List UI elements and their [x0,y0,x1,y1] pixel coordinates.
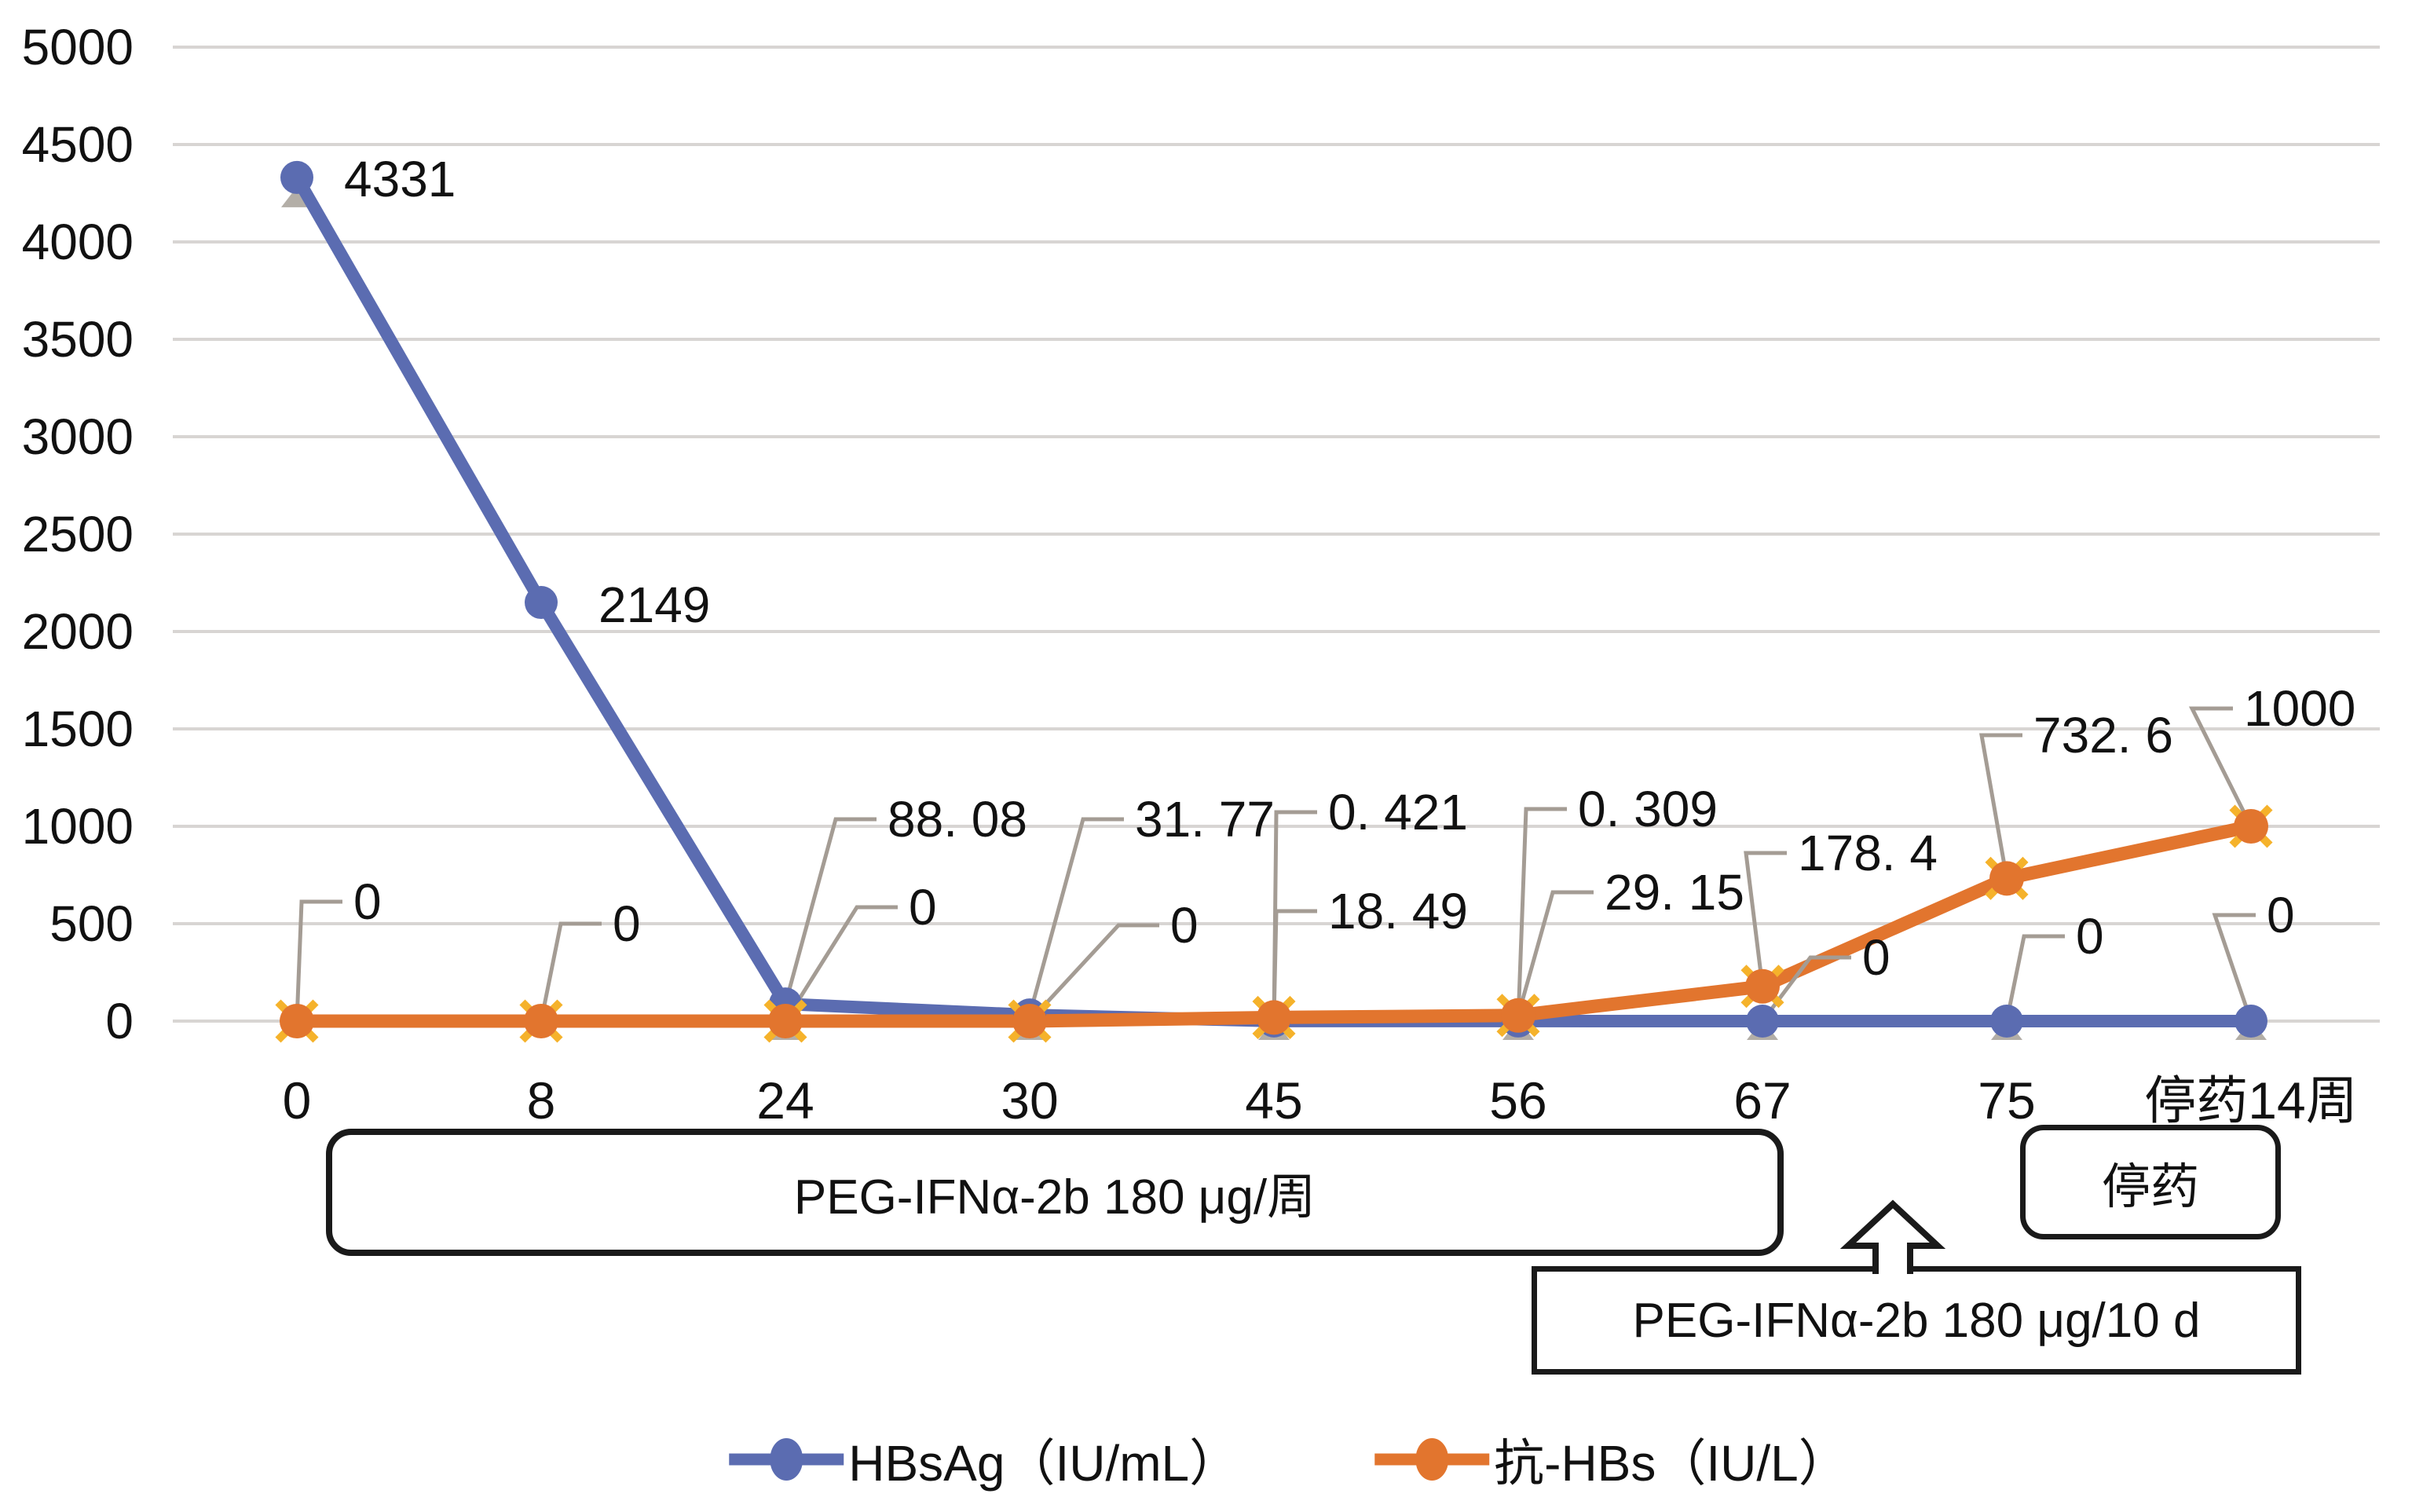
anti-hbs-point-marker [1745,968,1780,1004]
chart-legend: HBsAg（IU/mL） 抗-HBs（IU/L） [727,1423,1849,1496]
hbsag-point-marker [2234,1005,2267,1038]
legend-item-anti-hbs: 抗-HBs（IU/L） [1373,1423,1849,1496]
label-leader-line [1979,733,2022,879]
y-tick-label: 1000 [22,798,134,855]
anti-hbs-point-marker [1501,998,1535,1033]
label-leader-line [2004,934,2065,1022]
x-tick-label: 停药14周 [2144,1071,2357,1129]
data-label: 0 [1170,897,1199,954]
y-tick-label: 3000 [22,408,134,465]
y-tick-label: 2500 [22,506,134,562]
label-leader-line [2212,913,2256,1022]
legend-label: 抗-HBs（IU/L） [1494,1435,1849,1492]
treatment-period-1-label: PEG-IFNα-2b 180 μg/周 [793,1170,1316,1225]
hbsag-point-marker [1990,1005,2023,1038]
anti-hbs-point-marker [1989,861,2024,896]
withdrawal-box: 停药 [2020,1125,2281,1239]
data-label: 31. 77 [1135,791,1275,848]
anti-hbs-point-marker [524,1004,558,1038]
x-tick-label: 45 [1245,1071,1302,1129]
data-label: 2149 [598,577,710,633]
label-leader-line [1516,807,1567,1022]
legend-label: HBsAg（IU/mL） [848,1435,1240,1492]
withdrawal-label: 停药 [2101,1160,2199,1214]
x-tick-label: 0 [283,1071,312,1129]
data-label: 178. 4 [1798,825,1938,881]
hbsag-point-marker [280,160,313,194]
x-tick-label: 67 [1733,1071,1791,1129]
label-leader-line [1027,817,1124,1016]
y-tick-label: 5000 [22,19,134,75]
anti-hbs-point-marker [768,1004,803,1038]
data-label: 0 [2267,887,2295,943]
y-tick-label: 3500 [22,311,134,368]
y-tick-label: 500 [49,895,134,952]
anti-hbs-point-marker [1257,1000,1291,1035]
data-label: 732. 6 [2033,707,2173,763]
data-label: 0 [613,895,641,952]
label-leader-line [1272,909,1317,1018]
data-label: 4331 [344,151,456,207]
treatment-period-1-box: PEG-IFNα-2b 180 μg/周 [326,1129,1784,1256]
treatment-period-2-box: PEG-IFNα-2b 180 μg/10 d [1532,1266,2301,1375]
data-label: 0 [1862,929,1890,986]
label-leader-line [2188,706,2253,828]
treatment-period-2-label: PEG-IFNα-2b 180 μg/10 d [1632,1293,2201,1348]
y-tick-label: 0 [105,993,134,1049]
data-label: 0. 421 [1328,784,1468,840]
label-leader-line [783,905,898,1023]
data-label: 0. 309 [1578,781,1718,837]
data-label: 88. 08 [888,791,1027,848]
x-tick-label: 56 [1489,1071,1546,1129]
legend-item-hbsag: HBsAg（IU/mL） [727,1423,1239,1496]
data-label: 0 [353,873,382,930]
data-label: 29. 15 [1605,864,1744,921]
x-tick-label: 30 [1001,1071,1058,1129]
y-tick-label: 4500 [22,116,134,173]
hbsag-point-marker [1746,1005,1779,1038]
y-tick-label: 1500 [22,701,134,757]
label-leader-line [1028,923,1159,1023]
data-label: 1000 [2244,680,2355,737]
label-leader-line [783,817,877,1005]
label-leader-line [539,921,602,1022]
y-tick-label: 4000 [22,214,134,270]
y-tick-label: 2000 [22,603,134,660]
x-tick-label: 8 [527,1071,556,1129]
legend-swatch-icon [1374,1438,1490,1481]
hbsag-point-marker [525,586,558,620]
label-leader-line [295,899,342,1022]
data-label: 0 [2076,908,2104,965]
x-tick-label: 24 [756,1071,814,1129]
label-leader-line [1272,810,1317,1021]
data-label: 18. 49 [1328,883,1468,939]
legend-swatch-icon [729,1438,844,1481]
label-leader-line [1516,890,1594,1016]
data-label: 0 [909,879,937,935]
anti-hbs-point-marker [1012,1004,1047,1038]
anti-hbs-point-marker [2234,809,2268,844]
x-tick-label: 75 [1978,1071,2035,1129]
anti-hbs-point-marker [280,1004,314,1038]
label-leader-line [1744,851,1787,987]
